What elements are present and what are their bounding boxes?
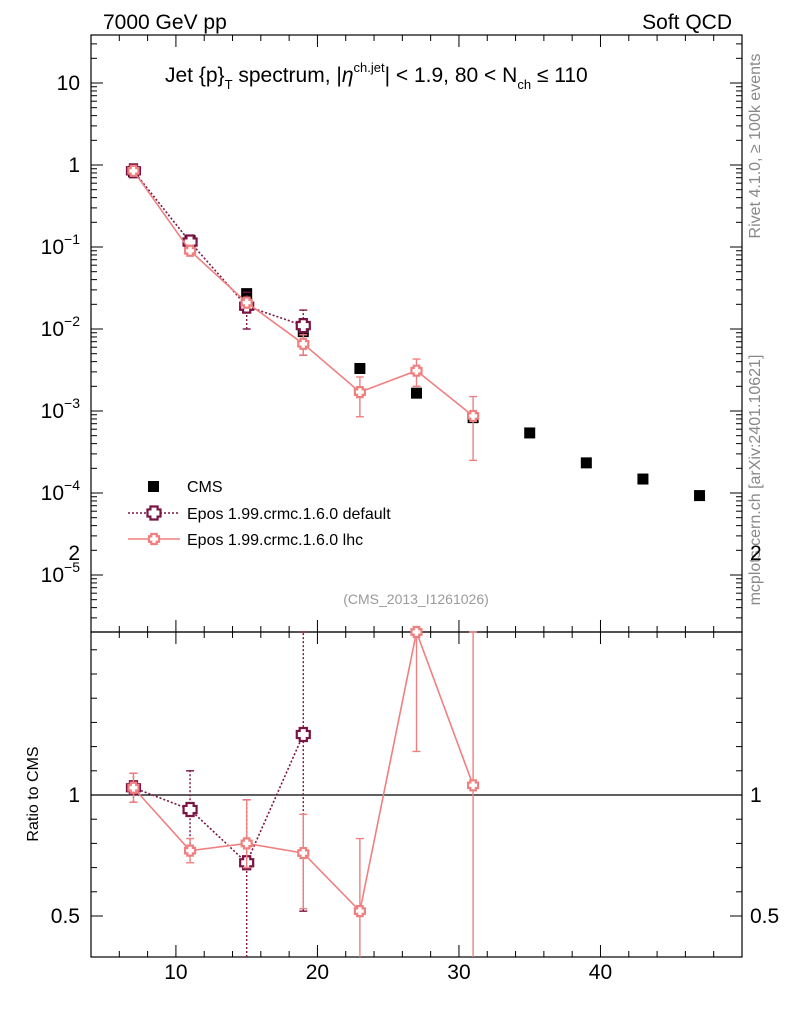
- ratio-y-tick-label-left: 2: [68, 542, 80, 565]
- legend-label-lhc: Epos 1.99.crmc.1.6.0 lhc: [187, 532, 363, 549]
- lhc-point: [127, 164, 140, 177]
- analysis-tag: (CMS_2013_I1261026): [343, 591, 489, 607]
- ratio-default-point: [182, 801, 198, 818]
- lhc-line: [132, 170, 474, 417]
- cms-point: [354, 362, 366, 374]
- ratio-y-tick-label-left: 1: [68, 784, 80, 807]
- y-tick-label: 1: [68, 154, 80, 177]
- legend-cross-lhc: [147, 532, 161, 546]
- legend: CMS Epos 1.99.crmc.1.6.0 default Epos 1.…: [128, 479, 391, 549]
- ratio-lhc-point: [127, 781, 140, 794]
- main-panel: 10−5 10−4 10−3 10−2 10−1 1 10 Jet {p}T spectru…: [41, 34, 743, 633]
- lhc-point: [467, 409, 480, 423]
- legend-item-cms: CMS: [148, 479, 223, 496]
- y-tick-label: 10−4: [41, 477, 81, 505]
- side-label-top: Rivet 4.1.0, ≥ 100k events: [747, 54, 764, 239]
- ratio-tick-labels: 0.5 0.5 1 1 2 2 10 20 30 40: [51, 542, 779, 984]
- ratio-y-tick-label-right: 1: [750, 784, 762, 807]
- ratio-lhc-point: [410, 625, 423, 639]
- legend-marker-lhc: [147, 532, 161, 546]
- plot-title: Jet {p}T spectrum, |ηch.jet| < 1.9, 80 <…: [165, 60, 588, 92]
- ratio-default-line: [133, 734, 305, 865]
- ratio-lhc-point: [183, 844, 197, 857]
- cms-point: [637, 473, 649, 485]
- y-tick-label: 10−2: [41, 313, 81, 341]
- legend-cross-default: [146, 505, 162, 521]
- y-tick-label: 10: [57, 72, 80, 95]
- legend-marker-cms: [148, 481, 159, 492]
- legend-item-lhc: Epos 1.99.crmc.1.6.0 lhc: [128, 532, 363, 549]
- default-point: [295, 318, 311, 334]
- ratio-data-layer: [91, 625, 742, 957]
- ratio-lhc-point: [297, 846, 310, 860]
- ratio-lhc-point: [240, 837, 253, 850]
- lhc-point: [240, 296, 253, 309]
- ratio-panel: 0.5 0.5 1 1 2 2 10 20 30 40 Ratio to CMS: [25, 542, 779, 984]
- lhc-point: [353, 386, 366, 399]
- main-axis-ticks: [91, 35, 742, 632]
- legend-item-default: Epos 1.99.crmc.1.6.0 default: [128, 505, 391, 523]
- cms-point: [580, 457, 592, 469]
- ratio-y-tick-label-left: 0.5: [51, 905, 80, 928]
- x-tick-label: 10: [164, 961, 187, 984]
- ratio-y-tick-label-right: 2: [750, 542, 762, 565]
- main-data-layer: [125, 163, 706, 502]
- cms-point: [241, 288, 253, 300]
- lhc-point: [410, 364, 423, 377]
- y-tick-label: 10−5: [41, 559, 81, 587]
- main-y-tick-labels: 10−5 10−4 10−3 10−2 10−1 1 10: [41, 72, 81, 587]
- header-right: Soft QCD: [642, 11, 732, 34]
- ratio-default-point: [295, 726, 311, 743]
- cms-point: [694, 490, 706, 502]
- ratio-ylabel: Ratio to CMS: [25, 746, 42, 841]
- y-tick-label: 10−1: [41, 231, 81, 259]
- legend-marker-default: [146, 505, 162, 521]
- ratio-lhc-point: [467, 779, 480, 792]
- y-tick-label: 10−3: [41, 395, 81, 423]
- legend-label-default: Epos 1.99.crmc.1.6.0 default: [187, 506, 391, 523]
- ratio-y-tick-label-right: 0.5: [750, 905, 779, 928]
- cms-point: [524, 427, 536, 439]
- side-label-bottom: mcplots.cern.ch [arXiv:2401.10621]: [747, 355, 764, 606]
- x-tick-label: 40: [589, 961, 612, 984]
- legend-label-cms: CMS: [187, 479, 223, 496]
- header-left: 7000 GeV pp: [103, 11, 227, 34]
- cms-point: [411, 387, 422, 399]
- ratio-axis-ticks: [91, 632, 742, 957]
- lhc-point: [297, 337, 310, 350]
- x-tick-label: 30: [447, 961, 470, 984]
- default-line: [132, 170, 304, 327]
- ratio-lhc-point: [353, 905, 366, 918]
- lhc-point: [183, 244, 197, 257]
- x-tick-label: 20: [306, 961, 329, 984]
